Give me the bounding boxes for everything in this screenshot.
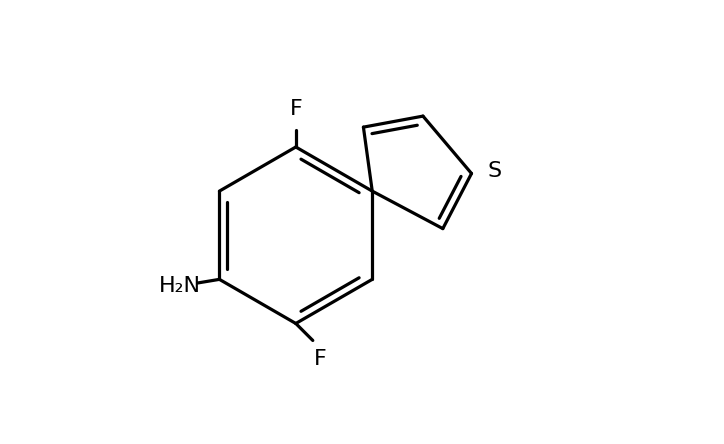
Text: S: S — [487, 161, 502, 181]
Text: F: F — [313, 349, 327, 369]
Text: H₂N: H₂N — [159, 276, 201, 296]
Text: F: F — [290, 99, 302, 119]
